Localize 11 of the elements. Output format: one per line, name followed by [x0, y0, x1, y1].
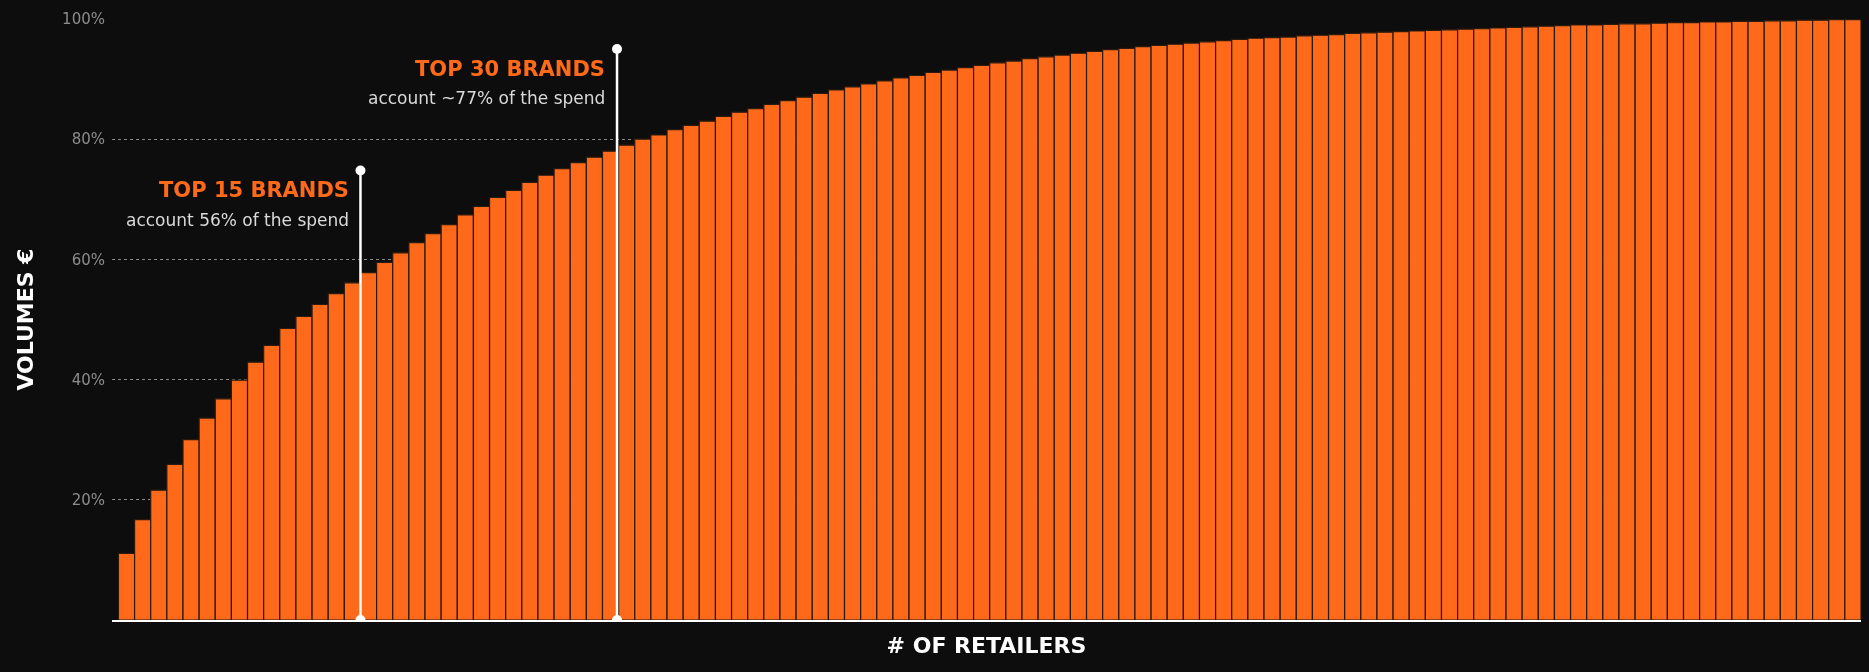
- y-tick-label: 100%: [62, 10, 105, 29]
- y-tick-label: 80%: [71, 130, 105, 149]
- y-axis-title: VOLUMES €: [12, 248, 38, 391]
- x-axis-title: # OF RETAILERS: [886, 632, 1087, 658]
- y-tick-label: 40%: [71, 370, 105, 389]
- annotation: TOP 30 BRANDS: [415, 57, 605, 81]
- y-tick-label: 60%: [71, 250, 105, 269]
- annotation: TOP 15 BRANDS: [159, 178, 349, 202]
- y-tick-label: 20%: [71, 491, 105, 510]
- annotation: account ~77% of the spend: [368, 88, 606, 108]
- annotation: account 56% of the spend: [126, 210, 350, 230]
